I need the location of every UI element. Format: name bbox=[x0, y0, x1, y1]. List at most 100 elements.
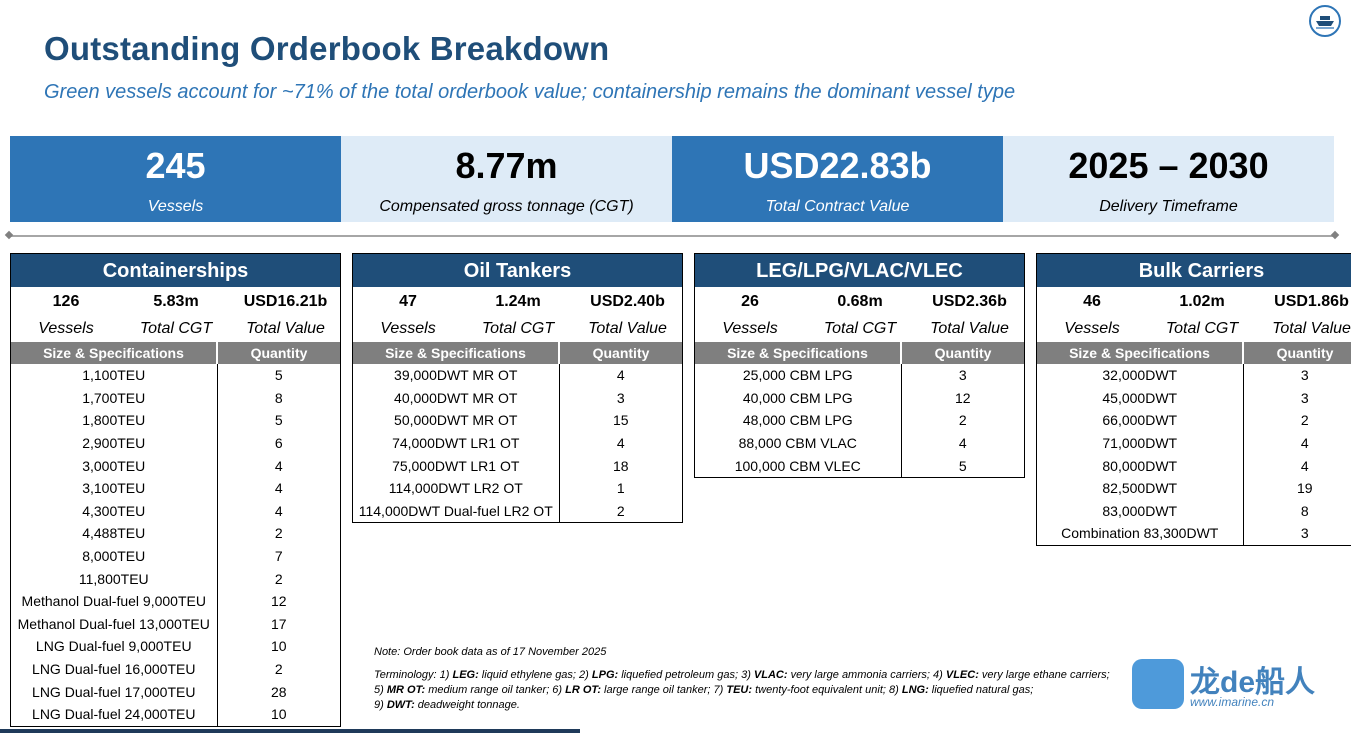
qty-cell: 8 bbox=[216, 386, 340, 410]
qty-cell: 3 bbox=[558, 386, 682, 410]
term-definition: very large ammonia carriers; 4) bbox=[787, 669, 946, 681]
table-row: Methanol Dual-fuel 13,000TEU 17 bbox=[11, 612, 340, 636]
spec-cell: 75,000DWT LR1 OT bbox=[392, 457, 520, 474]
spec-cell: 40,000 CBM LPG bbox=[742, 389, 853, 406]
dragon-icon bbox=[1132, 659, 1184, 709]
panel-containerships: Containerships 126 Vessels 5.83m Total C… bbox=[10, 253, 341, 727]
stat-value: 0.68m bbox=[837, 293, 883, 310]
stat-label: Total CGT bbox=[823, 320, 897, 337]
table-row: 50,000DWT MR OT 15 bbox=[353, 409, 682, 432]
term-definition: liquefied natural gas; bbox=[928, 684, 1034, 696]
table-row: 80,000DWT 4 bbox=[1037, 454, 1351, 477]
table-row: 48,000 CBM LPG 2 bbox=[695, 409, 1024, 432]
segment-stats: 26 Vessels 0.68m Total CGT USD2.36b Tota… bbox=[695, 287, 1024, 342]
watermark-logo: 龙de船人 www.imarine.cn bbox=[1132, 659, 1332, 711]
term-definition: liquid ethylene gas; 2) bbox=[478, 669, 592, 681]
table-header-row: Size & Specifications Quantity bbox=[1037, 342, 1351, 364]
kpi-label: Compensated gross tonnage (CGT) bbox=[379, 198, 634, 215]
spec-cell: 2,900TEU bbox=[82, 435, 146, 452]
panel-oil-tankers: Oil Tankers 47 Vessels 1.24m Total CGT U… bbox=[352, 253, 683, 524]
table-row: 40,000 CBM LPG 12 bbox=[695, 386, 1024, 410]
spec-cell: 1,100TEU bbox=[82, 367, 146, 384]
spec-cell: 32,000DWT bbox=[1102, 367, 1178, 384]
stat-value-total: USD16.21b Total Value bbox=[231, 287, 340, 342]
stat-cgt: 1.24m Total CGT bbox=[463, 287, 573, 342]
qty-cell: 2 bbox=[1242, 409, 1351, 432]
spec-cell: 1,800TEU bbox=[82, 412, 146, 429]
table-row: 3,100TEU 4 bbox=[11, 476, 340, 500]
term-definition: deadweight tonnage. bbox=[414, 699, 520, 711]
table-row: 25,000 CBM LPG 3 bbox=[695, 364, 1024, 387]
term: MR OT: bbox=[386, 684, 426, 696]
qty-cell: 7 bbox=[216, 544, 340, 568]
column-header-qty: Quantity bbox=[558, 342, 682, 364]
spec-cell: 3,000TEU bbox=[82, 457, 146, 474]
table-row: Methanol Dual-fuel 9,000TEU 12 bbox=[11, 589, 340, 613]
table-row: 40,000DWT MR OT 3 bbox=[353, 386, 682, 410]
table-row: 71,000DWT 4 bbox=[1037, 431, 1351, 455]
watermark-text: 龙de船人 bbox=[1190, 666, 1316, 699]
stat-value: 1.24m bbox=[495, 293, 541, 310]
spec-cell: Combination 83,300DWT bbox=[1061, 525, 1219, 542]
spec-table: Size & Specifications Quantity 25,000 CB… bbox=[695, 342, 1024, 477]
table-row: 8,000TEU 7 bbox=[11, 544, 340, 568]
table-row: LNG Dual-fuel 17,000TEU 28 bbox=[11, 680, 340, 703]
terms-text: 9) bbox=[374, 699, 387, 711]
spec-cell: 83,000DWT bbox=[1102, 502, 1178, 519]
stat-vessels: 47 Vessels bbox=[353, 287, 463, 342]
term: TEU: bbox=[726, 684, 753, 696]
qty-cell: 4 bbox=[216, 476, 340, 500]
qty-cell: 8 bbox=[1242, 499, 1351, 523]
spec-cell: 11,800TEU bbox=[78, 570, 149, 587]
table-row: LNG Dual-fuel 24,000TEU 10 bbox=[11, 702, 340, 726]
column-header-spec: Size & Specifications bbox=[11, 342, 217, 364]
spec-cell: 114,000DWT Dual-fuel LR2 OT bbox=[358, 502, 553, 519]
term-definition: very large ethane carriers; bbox=[978, 669, 1110, 681]
qty-cell: 18 bbox=[558, 454, 682, 477]
stat-label: Total CGT bbox=[139, 320, 213, 337]
spec-cell: LNG Dual-fuel 17,000TEU bbox=[32, 683, 196, 700]
stat-vessels: 126 Vessels bbox=[11, 287, 121, 342]
footer-bar bbox=[0, 729, 580, 733]
qty-cell: 2 bbox=[216, 657, 340, 681]
spec-cell: LNG Dual-fuel 16,000TEU bbox=[32, 661, 196, 678]
stat-label: Total CGT bbox=[1165, 320, 1239, 337]
stat-label: Total Value bbox=[1272, 320, 1351, 337]
stat-value: 26 bbox=[741, 293, 759, 310]
qty-cell: 3 bbox=[1242, 386, 1351, 410]
term-definition: medium range oil tanker; 6) bbox=[425, 684, 566, 696]
qty-cell: 15 bbox=[558, 409, 682, 432]
spec-cell: 66,000DWT bbox=[1102, 412, 1178, 429]
terminology-note: Terminology: 1) LEG: liquid ethylene gas… bbox=[374, 668, 1174, 713]
qty-cell: 4 bbox=[216, 454, 340, 477]
kpi-label: Vessels bbox=[147, 198, 204, 215]
stat-cgt: 0.68m Total CGT bbox=[805, 287, 915, 342]
table-row: 88,000 CBM VLAC 4 bbox=[695, 431, 1024, 455]
stat-value: 46 bbox=[1083, 293, 1101, 310]
qty-cell: 2 bbox=[216, 567, 340, 590]
table-row: 1,700TEU 8 bbox=[11, 386, 340, 410]
spec-cell: 100,000 CBM VLEC bbox=[734, 457, 861, 474]
qty-cell: 1 bbox=[558, 476, 682, 500]
table-row: 114,000DWT Dual-fuel LR2 OT 2 bbox=[353, 499, 682, 523]
kpi-delivery-timeframe: 2025 – 2030 Delivery Timeframe bbox=[1003, 136, 1334, 222]
spec-cell: 71,000DWT bbox=[1102, 435, 1178, 452]
stat-label: Vessels bbox=[380, 320, 436, 337]
spec-cell: 82,500DWT bbox=[1102, 480, 1178, 497]
qty-cell: 6 bbox=[216, 431, 340, 455]
table-header-row: Size & Specifications Quantity bbox=[353, 342, 682, 364]
kpi-label: Delivery Timeframe bbox=[1099, 198, 1238, 215]
table-row: LNG Dual-fuel 16,000TEU 2 bbox=[11, 657, 340, 681]
qty-cell: 2 bbox=[558, 499, 682, 523]
page-title: Outstanding Orderbook Breakdown bbox=[44, 30, 610, 67]
table-row: 100,000 CBM VLEC 5 bbox=[695, 454, 1024, 477]
stat-label: Total CGT bbox=[481, 320, 555, 337]
spec-cell: 39,000DWT MR OT bbox=[394, 367, 518, 384]
column-header-qty: Quantity bbox=[900, 342, 1024, 364]
kpi-value: USD22.83b bbox=[743, 145, 932, 186]
qty-cell: 4 bbox=[558, 364, 682, 387]
kpi-strip: 245 Vessels 8.77m Compensated gross tonn… bbox=[10, 136, 1334, 222]
stat-label: Total Value bbox=[246, 320, 325, 337]
table-row: Combination 83,300DWT 3 bbox=[1037, 522, 1351, 545]
kpi-value: 2025 – 2030 bbox=[1068, 145, 1269, 186]
